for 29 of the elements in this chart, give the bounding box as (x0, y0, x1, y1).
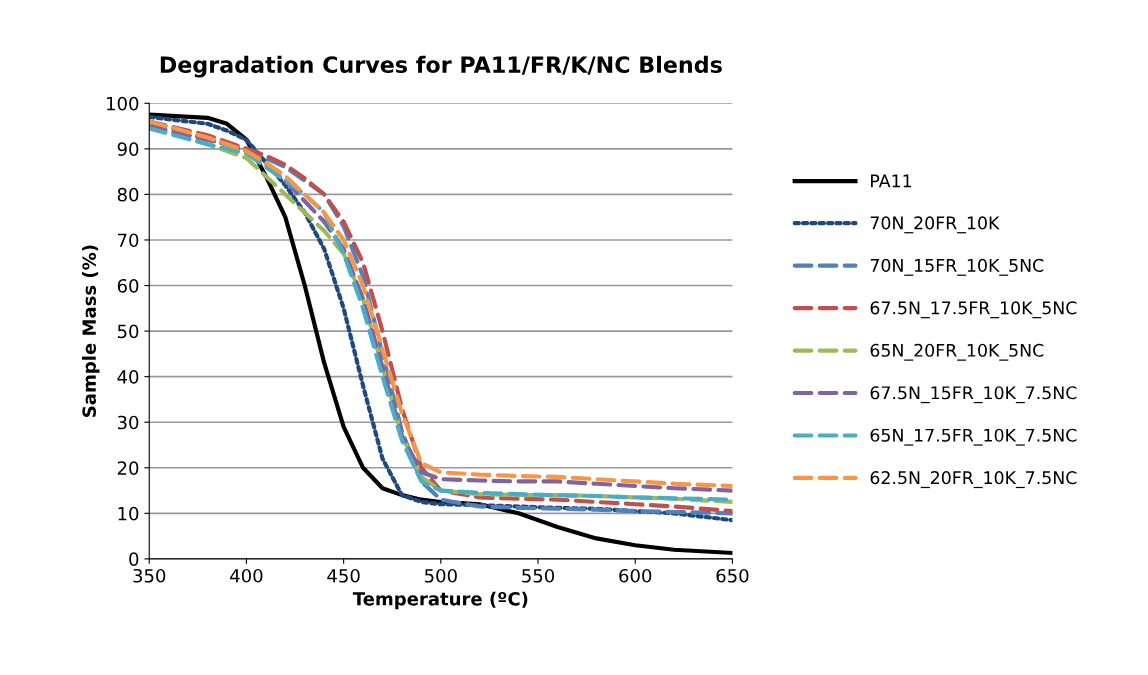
y-tick-label: 10 (118, 506, 139, 521)
legend-label: 67.5N_17.5FR_10K_5NC (870, 301, 1077, 319)
x-tick-label: 500 (424, 568, 457, 583)
legend-label: 70N_15FR_10K_5NC (870, 258, 1044, 276)
x-tick-label: 550 (522, 568, 555, 583)
y-tick-label: 30 (117, 415, 139, 430)
y-tick-label: 70 (118, 233, 139, 248)
chart-title: Degradation Curves for PA11/FR/K/NC Blends (160, 55, 722, 78)
y-tick-label: 60 (117, 278, 139, 293)
legend-label: 70N_20FR_10K (870, 216, 1000, 234)
legend-label: 65N_17.5FR_10K_7.5NC (870, 428, 1077, 446)
legend-label: 65N_20FR_10K_5NC (870, 343, 1044, 361)
legend-label: PA11 (871, 174, 912, 188)
x-tick-label: 650 (716, 568, 749, 583)
y-tick-label: 80 (117, 187, 139, 202)
x-tick-label: 600 (619, 568, 652, 583)
y-axis-title: Sample Mass (%) (82, 245, 100, 417)
y-tick-label: 100 (107, 96, 139, 111)
legend-label: 62.5N_20FR_10K_7.5NC (870, 471, 1077, 489)
y-tick-label: 40 (117, 370, 139, 384)
legend-label: 67.5N_15FR_10K_7.5NC (870, 386, 1077, 404)
x-tick-label: 400 (230, 568, 263, 583)
y-tick-label: 20 (117, 461, 139, 475)
y-tick-label: 90 (117, 142, 139, 156)
y-tick-label: 50 (117, 324, 139, 339)
x-tick-label: 450 (327, 568, 360, 583)
x-tick-label: 350 (133, 568, 166, 583)
y-tick-label: 0 (129, 552, 139, 567)
x-axis-title: Temperature (ºC) (352, 591, 528, 610)
